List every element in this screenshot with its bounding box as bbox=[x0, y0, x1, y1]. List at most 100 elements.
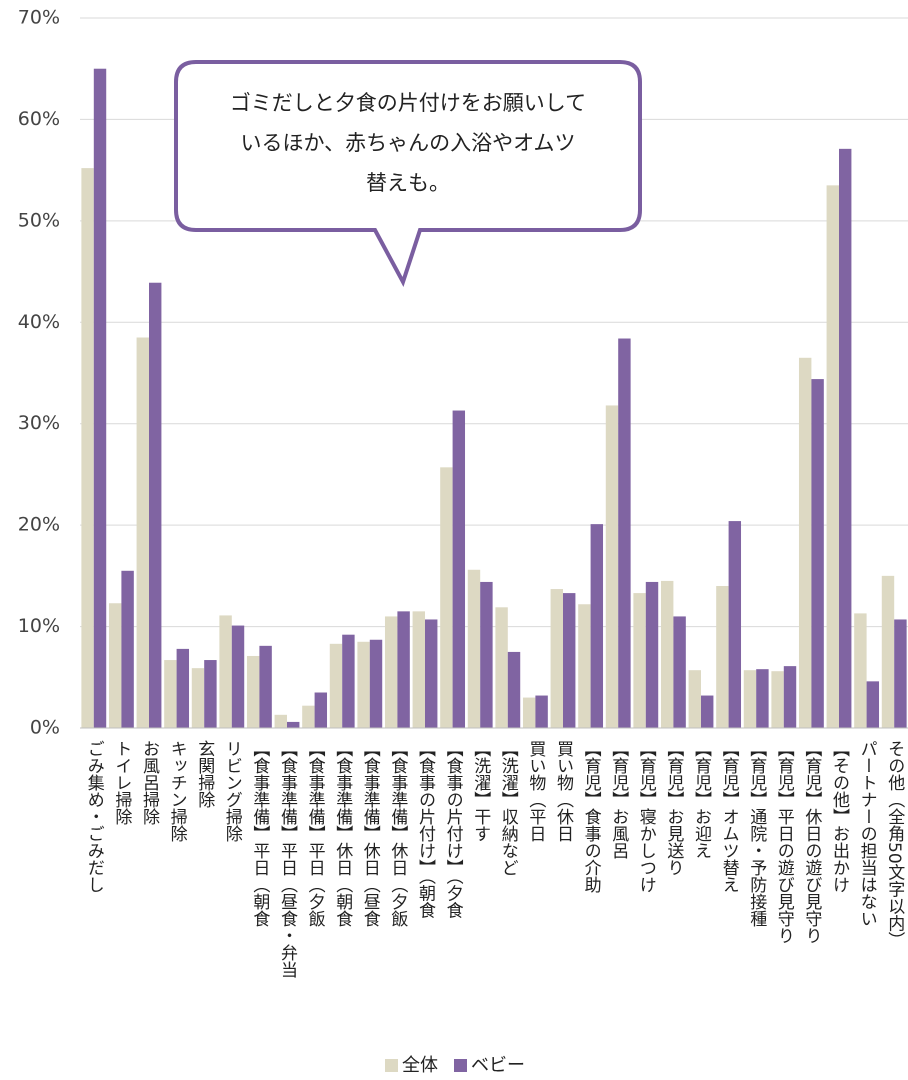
bar bbox=[164, 660, 177, 728]
annotation: 替えも。 bbox=[366, 171, 450, 195]
bar bbox=[839, 148, 852, 729]
x-tick-label: ごみ集め・ごみだし bbox=[84, 740, 105, 893]
x-tick-label: 【育児】お迎え bbox=[691, 740, 712, 859]
bar bbox=[302, 705, 315, 728]
bar bbox=[231, 625, 245, 728]
x-tick-label: 【食事準備】平日（朝食 bbox=[249, 740, 270, 927]
bar bbox=[314, 692, 328, 728]
bar bbox=[771, 671, 784, 728]
y-tick-label: 60% bbox=[18, 108, 60, 130]
y-tick-label: 0% bbox=[30, 717, 60, 739]
x-tick-label: 【育児】オムツ替え bbox=[719, 740, 740, 893]
bar bbox=[204, 660, 217, 728]
bar bbox=[811, 379, 824, 728]
bar bbox=[369, 639, 383, 728]
legend-label: 全体 bbox=[402, 1055, 438, 1076]
bar bbox=[522, 697, 536, 728]
x-tick-label: 【洗濯】収納など bbox=[498, 740, 519, 876]
bar bbox=[357, 641, 370, 728]
x-tick-label: 【食事準備】平日（昼食・弁当 bbox=[277, 740, 298, 978]
x-tick-label: 【その他】お出かけ bbox=[829, 740, 850, 893]
bar bbox=[535, 695, 548, 728]
x-tick-label: 【育児】平日の遊び見守り bbox=[774, 740, 795, 944]
bar bbox=[783, 666, 797, 728]
x-tick-label: 【食事準備】休日（昼食 bbox=[360, 740, 381, 927]
x-tick-label: 【食事準備】休日（夕飯 bbox=[387, 740, 408, 927]
x-tick-label: お風呂掃除 bbox=[139, 740, 160, 825]
x-tick-label: 【洗濯】干す bbox=[470, 740, 491, 842]
x-tick-label: 買い物（休日 bbox=[553, 740, 574, 842]
x-tick-label: 【育児】食事の介助 bbox=[581, 740, 602, 894]
bar bbox=[743, 670, 757, 728]
x-tick-label: キッチン掃除 bbox=[167, 740, 188, 842]
y-tick-label: 50% bbox=[18, 209, 60, 231]
bar bbox=[108, 603, 122, 728]
callout bbox=[174, 60, 642, 288]
legend-swatch bbox=[454, 1059, 467, 1072]
bar bbox=[259, 645, 272, 728]
bar bbox=[618, 338, 631, 728]
legend-swatch bbox=[385, 1059, 398, 1072]
bar bbox=[121, 570, 134, 728]
bar bbox=[480, 581, 493, 728]
bar bbox=[605, 405, 619, 728]
bar bbox=[716, 586, 729, 728]
bar bbox=[728, 521, 742, 728]
x-tick-label: その他（全角50文字以内） bbox=[884, 740, 905, 949]
x-tick-label: 【育児】お見送り bbox=[663, 740, 684, 876]
x-tick-label: 【育児】寝かしつけ bbox=[636, 740, 657, 893]
bar bbox=[854, 613, 867, 728]
annotation: いるほか、赤ちゃんの入浴やオムツ bbox=[241, 131, 576, 155]
bar bbox=[673, 616, 686, 728]
y-tick-label: 30% bbox=[18, 412, 60, 434]
x-tick-label: 【食事の片付け】（夕食 bbox=[443, 740, 464, 919]
x-tick-label: リビング掃除 bbox=[222, 740, 243, 842]
x-tick-label: 【育児】お風呂 bbox=[608, 740, 629, 859]
x-tick-label: 【食事の片付け】（朝食 bbox=[415, 740, 436, 919]
bar bbox=[590, 524, 604, 728]
y-tick-label: 70% bbox=[18, 7, 60, 29]
bar bbox=[93, 68, 107, 728]
bar bbox=[274, 714, 287, 728]
bar bbox=[219, 615, 232, 728]
bar bbox=[826, 185, 839, 728]
bar bbox=[329, 643, 343, 728]
bar bbox=[440, 467, 453, 728]
bar bbox=[287, 721, 300, 728]
x-tick-label: 【育児】通院・予防接種 bbox=[746, 740, 767, 927]
x-tick-label: トイレ掃除 bbox=[111, 740, 131, 825]
x-tick-label: 玄関掃除 bbox=[194, 740, 215, 808]
bar bbox=[342, 634, 355, 728]
bar bbox=[452, 410, 466, 728]
bar bbox=[688, 670, 701, 728]
bar bbox=[495, 607, 508, 728]
y-tick-label: 20% bbox=[18, 514, 60, 536]
x-tick-label: 【育児】休日の遊び見守り bbox=[801, 740, 822, 944]
bar bbox=[756, 669, 769, 728]
x-tick-label: 買い物（平日 bbox=[525, 740, 546, 842]
bar bbox=[881, 575, 895, 728]
bar bbox=[701, 695, 714, 728]
bar bbox=[384, 616, 398, 728]
y-tick-label: 10% bbox=[18, 615, 60, 637]
bar bbox=[467, 569, 481, 728]
y-tick-label: 40% bbox=[18, 311, 60, 333]
bar bbox=[550, 589, 563, 728]
x-tick-label: パートナーの担当はない bbox=[857, 740, 878, 927]
bar bbox=[176, 648, 190, 728]
bar bbox=[149, 282, 162, 728]
bar bbox=[425, 619, 438, 728]
bar bbox=[563, 593, 576, 728]
bar bbox=[798, 357, 812, 728]
legend-label: ベビー bbox=[471, 1055, 525, 1076]
bar bbox=[894, 619, 907, 728]
bar bbox=[191, 668, 205, 728]
bar bbox=[660, 580, 674, 728]
bar bbox=[136, 337, 149, 728]
bar bbox=[645, 581, 659, 728]
bar bbox=[81, 168, 94, 729]
annotation: ゴミだしと夕食の片付けをお願いして bbox=[230, 91, 586, 115]
x-tick-label: 【食事準備】休日（朝食 bbox=[332, 740, 353, 927]
